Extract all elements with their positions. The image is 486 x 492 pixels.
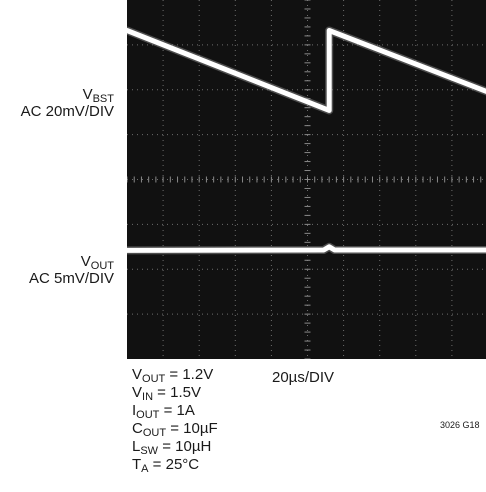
condition-item: TA = 25°C	[132, 456, 200, 475]
timebase-label: 20µs/DIV	[272, 369, 334, 386]
condition-item: COUT = 10µF	[132, 420, 218, 439]
condition-item: IOUT = 1A	[132, 402, 195, 421]
trace-bst	[127, 28, 486, 113]
condition-item: LSW = 10µH	[132, 438, 212, 457]
oscilloscope-plot	[127, 0, 486, 359]
vout-scale: AC 5mV/DIV	[28, 270, 114, 287]
figure-id: 3026 G18	[440, 420, 480, 430]
condition-item: VOUT = 1.2V	[132, 366, 214, 385]
vbst-label: VBST AC 20mV/DIV	[20, 86, 114, 120]
trace-out	[127, 244, 486, 253]
condition-item: VIN = 1.5V	[132, 384, 201, 403]
test-conditions: VOUT = 1.2V VIN = 1.5V IOUT = 1A COUT = 10µ…	[132, 366, 218, 475]
vbst-scale: AC 20mV/DIV	[20, 103, 114, 120]
oscilloscope-screen	[127, 0, 486, 359]
vout-label: VOUT AC 5mV/DIV	[28, 253, 114, 287]
